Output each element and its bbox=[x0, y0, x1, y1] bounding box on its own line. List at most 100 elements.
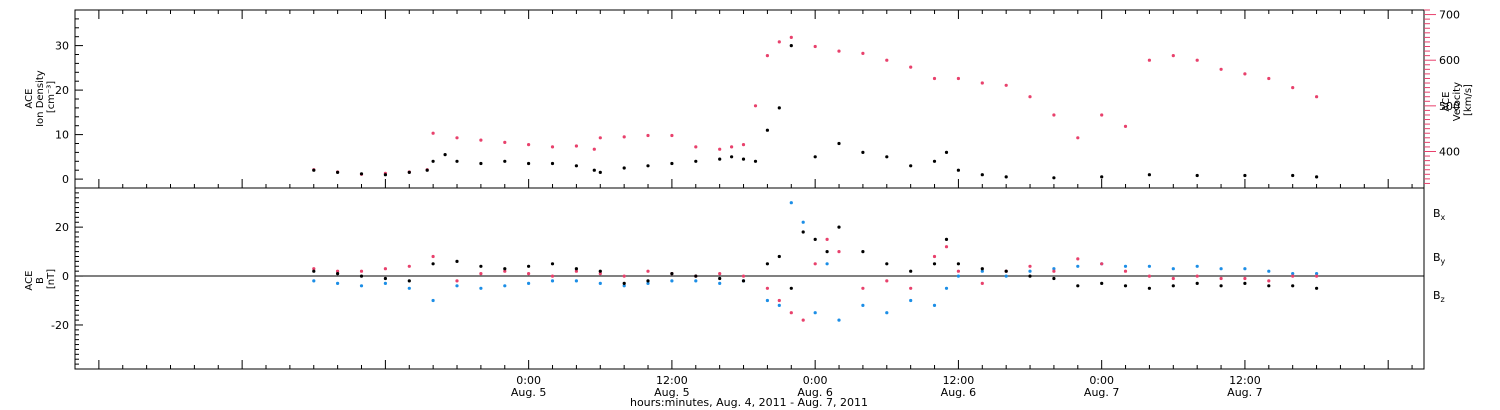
density-point-1 bbox=[336, 170, 340, 174]
time-tick-label-4: 0:00 bbox=[1089, 374, 1114, 387]
bz-point-13 bbox=[622, 274, 626, 278]
bx-point-40 bbox=[1171, 284, 1175, 288]
velocity-point-10 bbox=[527, 143, 531, 147]
by-point-22 bbox=[801, 220, 805, 224]
density-point-18 bbox=[670, 161, 674, 166]
density-point-28 bbox=[837, 141, 841, 146]
bx-point-24 bbox=[825, 250, 829, 254]
by-point-14 bbox=[646, 281, 650, 285]
density-tick-label-20: 20 bbox=[55, 84, 69, 97]
density-point-15 bbox=[598, 170, 602, 174]
bz-point-37 bbox=[1100, 262, 1104, 266]
by-point-32 bbox=[980, 269, 984, 273]
bz-point-3 bbox=[383, 267, 387, 271]
bx-point-14 bbox=[646, 279, 650, 283]
magnetic-field-tick-label--20: -20 bbox=[51, 319, 69, 332]
velocity-point-12 bbox=[574, 144, 579, 148]
velocity-point-16 bbox=[646, 133, 650, 138]
by-point-24 bbox=[825, 262, 829, 266]
bx-point-9 bbox=[527, 264, 531, 268]
bx-point-0 bbox=[312, 269, 316, 273]
bx-point-15 bbox=[670, 272, 674, 276]
bx-point-16 bbox=[694, 274, 698, 278]
bz-point-31 bbox=[956, 269, 961, 273]
bx-point-21 bbox=[789, 286, 793, 290]
velocity-point-40 bbox=[1147, 58, 1151, 62]
by-point-6 bbox=[455, 284, 459, 288]
bx-point-33 bbox=[1004, 269, 1008, 273]
density-point-23 bbox=[753, 159, 758, 163]
density-point-11 bbox=[527, 161, 531, 166]
magnetic-field-panel-frame bbox=[74, 187, 1425, 370]
bz-point-20 bbox=[777, 298, 781, 303]
date-tick-label-5: Aug. 7 bbox=[1227, 386, 1262, 399]
bx-point-19 bbox=[765, 262, 770, 266]
density-point-31 bbox=[909, 164, 913, 168]
by-point-4 bbox=[407, 286, 411, 290]
velocity-axis-title: ACE Velocity [km/s] bbox=[1441, 79, 1474, 121]
velocity-point-21 bbox=[741, 143, 746, 147]
density-point-43 bbox=[1315, 175, 1319, 179]
velocity-point-35 bbox=[1028, 95, 1032, 99]
by-point-23 bbox=[813, 311, 817, 315]
bx-point-36 bbox=[1076, 284, 1080, 288]
bz-point-19 bbox=[765, 286, 770, 290]
by-point-29 bbox=[932, 303, 937, 307]
bz-point-26 bbox=[861, 286, 865, 290]
bx-point-28 bbox=[909, 269, 913, 273]
density-point-24 bbox=[765, 128, 770, 132]
by-point-0 bbox=[312, 279, 316, 283]
legend-bz: Bz bbox=[1433, 289, 1445, 304]
density-point-14 bbox=[592, 168, 596, 172]
velocity-tick-label-700: 700 bbox=[1439, 9, 1460, 22]
bz-point-7 bbox=[479, 272, 483, 276]
by-point-28 bbox=[909, 298, 913, 303]
density-point-19 bbox=[694, 159, 698, 163]
bx-point-6 bbox=[455, 259, 459, 263]
by-point-34 bbox=[1028, 269, 1032, 273]
bz-point-21 bbox=[789, 311, 793, 315]
legend-bx: Bx bbox=[1433, 207, 1446, 222]
by-point-35 bbox=[1052, 267, 1056, 271]
velocity-axis: 400 500 600 700 bbox=[1424, 9, 1460, 184]
by-point-41 bbox=[1195, 264, 1199, 268]
velocity-point-23 bbox=[765, 54, 770, 58]
by-point-13 bbox=[622, 284, 626, 288]
density-point-7 bbox=[443, 153, 447, 157]
bz-point-17 bbox=[718, 272, 722, 276]
density-point-29 bbox=[861, 150, 865, 154]
by-point-21 bbox=[789, 201, 793, 205]
density-point-34 bbox=[956, 168, 961, 172]
bz-point-9 bbox=[527, 272, 531, 276]
by-point-11 bbox=[574, 279, 579, 283]
velocity-point-15 bbox=[622, 135, 626, 139]
by-point-44 bbox=[1267, 269, 1271, 273]
bz-point-30 bbox=[944, 245, 949, 249]
by-point-26 bbox=[861, 303, 865, 307]
density-point-4 bbox=[407, 170, 411, 174]
bx-point-1 bbox=[336, 272, 340, 276]
bz-point-22 bbox=[801, 318, 805, 322]
velocity-tick-label-600: 600 bbox=[1439, 54, 1460, 67]
bx-point-5 bbox=[431, 262, 435, 266]
density-point-32 bbox=[932, 159, 937, 163]
bz-point-35 bbox=[1052, 269, 1056, 273]
density-point-35 bbox=[980, 173, 984, 177]
bz-point-2 bbox=[359, 269, 364, 273]
velocity-point-30 bbox=[909, 65, 913, 69]
density-point-5 bbox=[425, 168, 429, 172]
bz-point-38 bbox=[1123, 269, 1128, 273]
bx-point-11 bbox=[574, 267, 579, 271]
density-point-20 bbox=[718, 157, 722, 161]
by-point-12 bbox=[598, 281, 602, 285]
bz-point-36 bbox=[1076, 257, 1080, 261]
legend-subscript: z bbox=[1441, 295, 1445, 304]
velocity-point-17 bbox=[670, 133, 674, 138]
by-point-36 bbox=[1076, 264, 1080, 268]
bx-point-17 bbox=[718, 276, 722, 281]
by-point-20 bbox=[777, 303, 781, 307]
bx-point-29 bbox=[932, 262, 937, 266]
